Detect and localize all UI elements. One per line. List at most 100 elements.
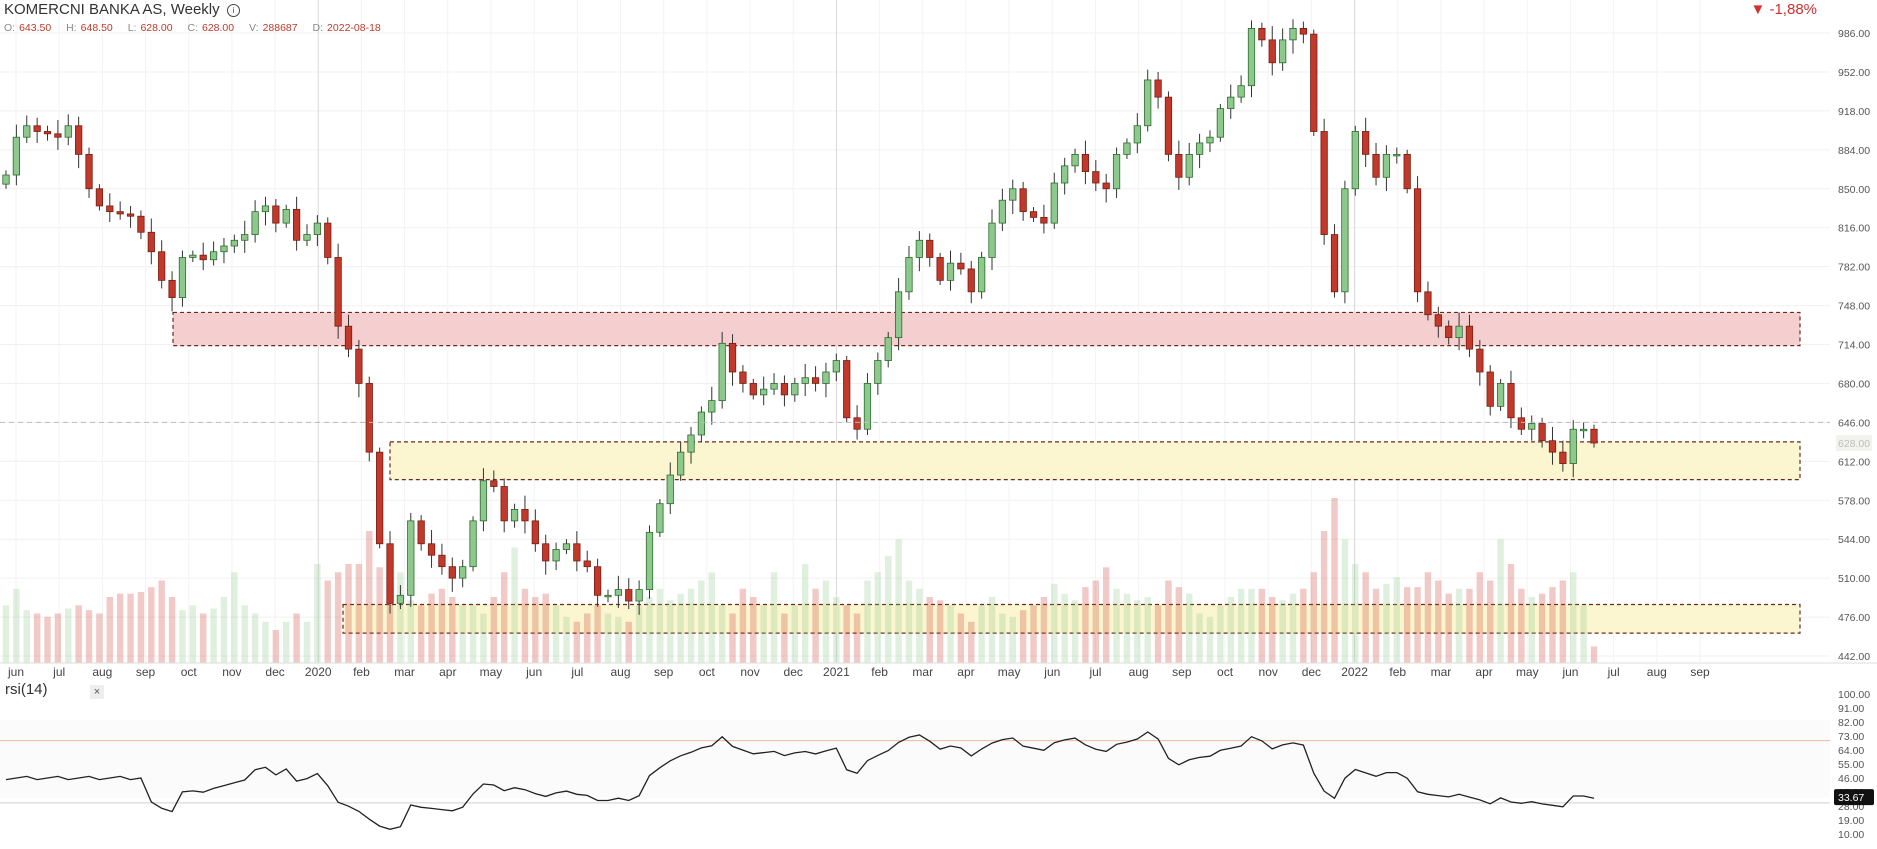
candle-body: [1227, 96, 1235, 109]
volume-bar: [656, 588, 664, 663]
time-tick-label: oct: [1217, 665, 1234, 679]
volume-bar: [1486, 580, 1494, 663]
time-tick-label: jun: [1043, 665, 1060, 679]
candle-body: [85, 153, 93, 190]
candle-body: [230, 239, 238, 247]
volume-bar: [833, 597, 840, 663]
candle-body: [998, 199, 1007, 224]
candle-body: [863, 383, 872, 430]
price-tick-label: 918.00: [1838, 106, 1870, 118]
volume-bar: [957, 613, 965, 663]
volume-bar: [1123, 593, 1131, 663]
candle-body: [1102, 182, 1110, 190]
volume-bar: [1248, 588, 1255, 663]
time-tick-label: dec: [784, 665, 803, 679]
volume-bar: [635, 605, 643, 663]
volume-bar: [1092, 580, 1100, 663]
rsi-tick-label: 10.00: [1838, 829, 1864, 841]
candle-body: [178, 257, 187, 298]
candle-body: [95, 188, 104, 207]
candle-body: [645, 531, 654, 590]
candle-body: [417, 520, 425, 545]
candle-body: [1496, 383, 1505, 407]
volume-value: 288687: [262, 22, 298, 34]
volume-bar: [1175, 587, 1183, 663]
time-tick-label: nov: [222, 665, 241, 679]
volume-bar: [376, 567, 383, 663]
volume-bar: [1507, 564, 1515, 663]
price-tick-label: 884.00: [1838, 145, 1870, 157]
volume-bar: [978, 605, 985, 663]
candle-body: [334, 257, 342, 327]
candle-body: [1050, 182, 1058, 224]
volume-bar: [1445, 593, 1452, 663]
candle-body: [355, 348, 363, 384]
volume-bar: [1570, 572, 1577, 663]
candle-body: [915, 239, 923, 258]
volume-bar: [1258, 588, 1266, 663]
volume-bar: [1300, 588, 1307, 663]
volume-bar: [1144, 597, 1151, 663]
time-tick-label: mar: [1431, 665, 1452, 679]
candle-body: [1362, 131, 1370, 155]
candle-body: [718, 342, 726, 402]
candle-body: [1580, 428, 1588, 432]
time-tick-label: 2022: [1341, 665, 1368, 679]
candle-body: [64, 125, 72, 138]
candle-body: [770, 383, 778, 390]
candle-body: [1123, 142, 1131, 155]
rsi-current-value: 33.67: [1838, 792, 1864, 804]
volume-bar: [1217, 605, 1224, 663]
close-label: C:: [187, 22, 199, 34]
volume-layer: [2, 498, 1598, 663]
volume-bar: [822, 580, 830, 663]
volume-bar: [127, 593, 134, 663]
rsi-label: rsi(14): [5, 681, 48, 698]
candle-body: [936, 257, 944, 281]
candle-body: [272, 205, 280, 224]
volume-bar: [594, 605, 601, 663]
symbol-title[interactable]: KOMERCNI BANKA AS, Weekly: [4, 1, 220, 18]
volume-bar: [324, 580, 331, 663]
volume-bar: [1341, 539, 1349, 663]
candle-body: [282, 208, 290, 224]
candle-body: [106, 205, 114, 213]
candle-body: [209, 251, 218, 261]
candle-body: [344, 325, 353, 350]
current-price-label-bg: [1836, 434, 1872, 451]
time-tick-label: apr: [1475, 665, 1492, 679]
candle-body: [884, 337, 892, 361]
candle-body: [33, 125, 41, 132]
candle-body: [438, 554, 446, 568]
time-tick-label: aug: [610, 665, 630, 679]
time-tick-label: nov: [1259, 665, 1278, 679]
candle-body: [967, 268, 975, 293]
time-tick-label: apr: [439, 665, 456, 679]
ohlc-readout: O: 643.50 H: 648.50 L: 628.00 C: 628.00 V: 28…: [4, 22, 393, 34]
volume-bar: [85, 610, 93, 663]
candle-body: [687, 434, 695, 453]
candle-body: [728, 342, 737, 373]
time-tick-label: jun: [525, 665, 542, 679]
volume-bar: [407, 600, 415, 663]
volume-bar: [791, 605, 799, 663]
candle-body: [23, 125, 31, 138]
time-tick-label: oct: [699, 665, 716, 679]
candle-body: [1330, 234, 1339, 293]
volume-bar: [334, 572, 342, 663]
volume-bar: [1393, 577, 1401, 663]
time-tick-label: sep: [1172, 665, 1192, 679]
candle-body: [251, 211, 259, 235]
volume-bar: [947, 605, 954, 663]
volume-bar: [1113, 588, 1120, 663]
candle-body: [822, 371, 830, 384]
volume-bar: [345, 564, 352, 663]
time-tick-label: jul: [52, 665, 65, 679]
close-icon[interactable]: ×: [90, 685, 104, 699]
info-icon[interactable]: i: [227, 4, 241, 17]
candle-body: [292, 208, 301, 241]
volume-bar: [1237, 588, 1245, 663]
candle-body: [1486, 371, 1494, 407]
volume-bar: [874, 572, 882, 663]
